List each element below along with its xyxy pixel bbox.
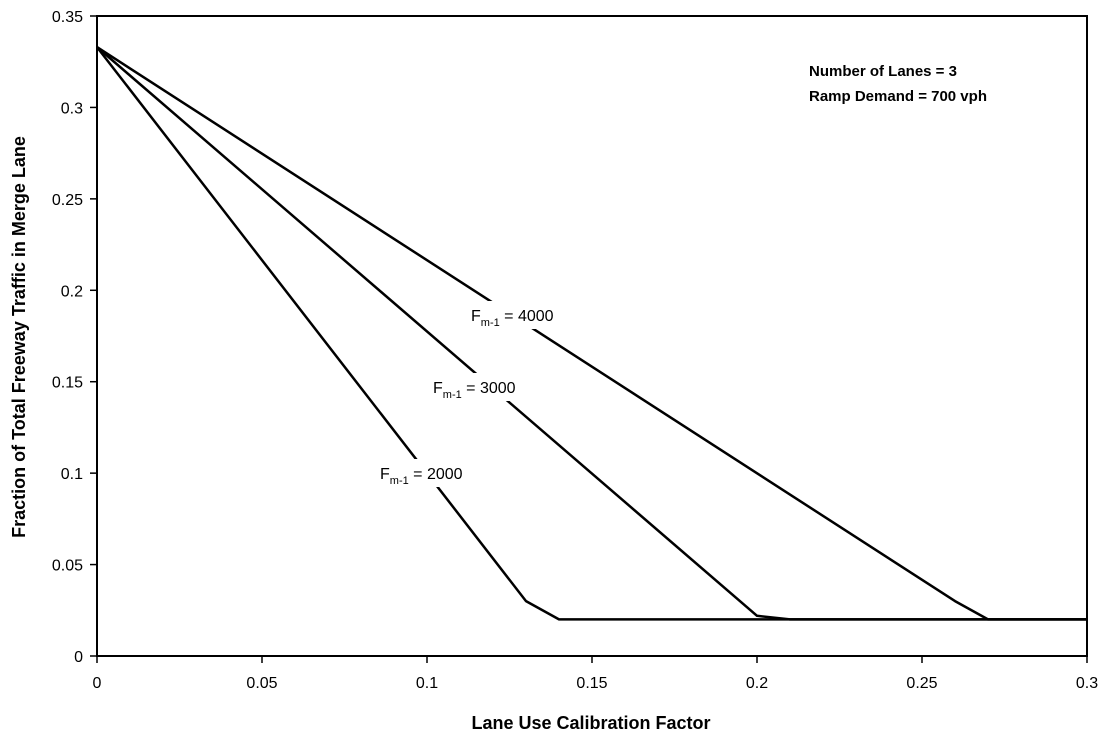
- annotation-number-of-lanes: Number of Lanes = 3: [809, 63, 957, 80]
- series-label-fm1-4000: Fm-1 = 4000: [471, 308, 554, 329]
- axes: 0 0.05 0.1 0.15 0.2 0.25 0.3 0 0.05 0.1 0.15 0.2 0.2…: [52, 9, 1098, 692]
- series-label-fm1-2000: Fm-1 = 2000: [380, 466, 463, 487]
- series-labels: Fm-1 = 4000 Fm-1 = 3000 Fm-1 = 2000: [376, 301, 579, 487]
- y-tick-label: 0: [74, 649, 83, 666]
- y-tick-label: 0.3: [61, 100, 83, 117]
- x-tick-label: 0.25: [906, 675, 937, 692]
- y-tick-label: 0.15: [52, 375, 83, 392]
- x-tick-label: 0.05: [246, 675, 277, 692]
- y-axis-title: Fraction of Total Freeway Traffic in Mer…: [9, 136, 29, 538]
- series-line-fm1-4000: [96, 46, 1087, 621]
- x-tick-label: 0: [93, 675, 102, 692]
- y-tick-label: 0.1: [61, 466, 83, 483]
- series-lines: [96, 46, 1087, 621]
- x-tick-label: 0.3: [1076, 675, 1098, 692]
- series-label-backing: [429, 373, 541, 401]
- series-label-backing: [376, 459, 488, 487]
- x-tick-label: 0.2: [746, 675, 768, 692]
- series-label-fm1-3000: Fm-1 = 3000: [433, 380, 516, 401]
- y-tick-label: 0.05: [52, 558, 83, 575]
- y-tick-label: 0.35: [52, 9, 83, 26]
- x-tick-label: 0.15: [576, 675, 607, 692]
- x-tick-label: 0.1: [416, 675, 438, 692]
- series-line-fm1-2000: [96, 46, 1087, 621]
- plot-frame: [96, 15, 1088, 657]
- x-axis-title: Lane Use Calibration Factor: [471, 713, 710, 733]
- y-tick-label: 0.2: [61, 283, 83, 300]
- y-tick-label: 0.25: [52, 192, 83, 209]
- annotation-ramp-demand: Ramp Demand = 700 vph: [809, 88, 987, 105]
- series-line-fm1-3000: [96, 46, 1087, 621]
- series-label-backing: [467, 301, 579, 329]
